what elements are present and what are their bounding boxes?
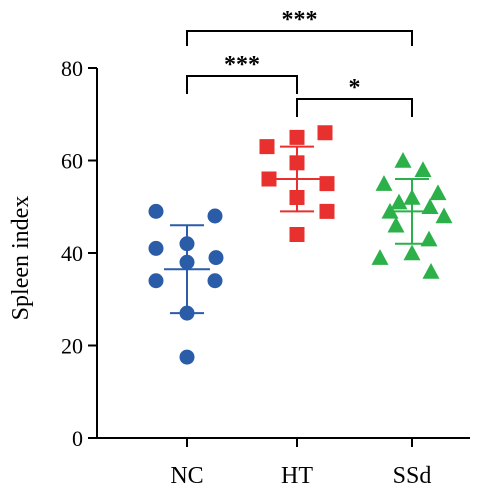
- x-tick-label: HT: [281, 463, 313, 489]
- significance-bracket: [186, 30, 413, 46]
- data-point: [394, 152, 412, 168]
- data-point: [289, 129, 305, 145]
- y-tick-label: 40: [61, 241, 83, 266]
- y-tick-label: 80: [61, 56, 83, 81]
- data-point: [148, 203, 164, 219]
- data-point: [261, 171, 277, 187]
- data-point: [207, 273, 223, 289]
- data-point: [179, 349, 195, 365]
- data-point: [207, 208, 223, 224]
- x-tick-label: NC: [170, 463, 203, 489]
- data-point: [148, 273, 164, 289]
- data-point: [420, 230, 438, 247]
- data-point: [414, 161, 432, 177]
- y-tick-label: 20: [61, 334, 83, 359]
- data-point: [319, 176, 335, 192]
- data-point: [371, 249, 389, 265]
- y-tick-label: 60: [61, 149, 83, 174]
- significance-bracket: [186, 75, 298, 94]
- data-point: [208, 250, 224, 266]
- significance-bracket: [296, 98, 413, 117]
- data-point: [375, 175, 393, 191]
- data-point: [403, 244, 421, 261]
- error-bars: [164, 145, 435, 315]
- data-point: [387, 216, 405, 233]
- significance-label: *: [349, 75, 361, 101]
- significance-label: ***: [224, 52, 260, 78]
- significance-brackets: *******: [186, 7, 413, 117]
- data-point: [148, 240, 164, 256]
- data-point: [390, 193, 408, 210]
- data-point: [429, 184, 447, 201]
- data-point: [317, 125, 333, 141]
- data-point: [319, 203, 335, 219]
- significance-label: ***: [282, 7, 318, 33]
- axes: 0 20 40 60 80 NC HT SSd: [61, 56, 470, 489]
- data-point: [421, 198, 439, 214]
- y-axis-title: Spleen index: [8, 196, 34, 321]
- x-tick-label: SSd: [393, 463, 432, 489]
- data-point: [259, 139, 275, 155]
- data-point: [422, 263, 440, 279]
- y-tick-label: 0: [72, 426, 83, 451]
- data-points: [148, 125, 453, 365]
- data-point: [289, 227, 305, 242]
- data-point: [435, 207, 453, 224]
